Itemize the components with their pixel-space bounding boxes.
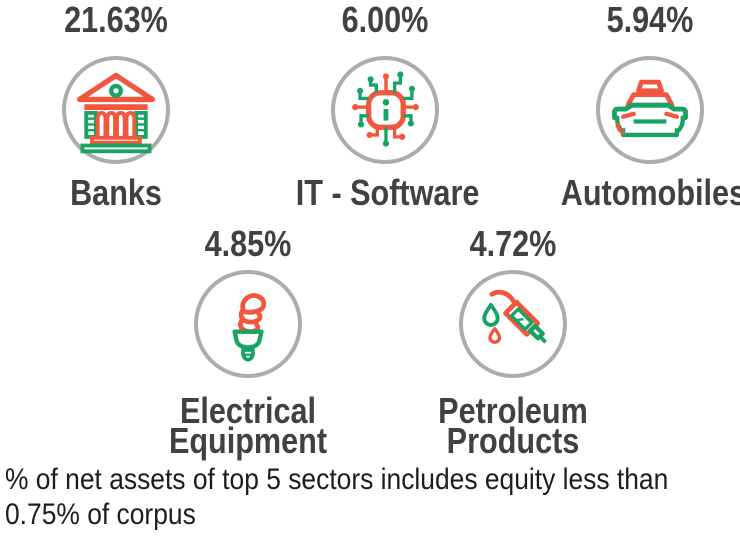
sector-banks: 21.63% Banks [11, 0, 221, 213]
it-software-percentage: 6.00% [341, 0, 429, 40]
sector-petroleum-products: 4.72% Petroleum Products [408, 223, 618, 461]
electrical-equipment-percentage: 4.85% [204, 223, 292, 264]
banks-icon-circle [62, 56, 170, 164]
car-icon [612, 79, 688, 138]
banks-percentage: 21.63% [64, 0, 168, 40]
sector-automobiles: 5.94% Automobiles [545, 0, 740, 213]
petroleum-products-percentage: 4.72% [469, 223, 557, 264]
fuel-nozzle-icon [482, 289, 547, 344]
it-software-label: IT - Software [295, 172, 480, 213]
sector-electrical-equipment: 4.85% Electrical Equipment [143, 223, 353, 461]
petroleum-products-icon-circle [459, 270, 567, 378]
automobiles-label: Automobiles [560, 172, 740, 213]
electrical-equipment-label: Electrical Equipment [168, 390, 328, 461]
it-software-icon-circle [331, 56, 439, 164]
cfl-bulb-icon [232, 293, 267, 362]
footnote-line-2: 0.75% of corpus [5, 498, 196, 531]
electrical-equipment-icon-circle [194, 270, 302, 378]
circuit-chip-icon [352, 71, 419, 147]
banks-label: Banks [70, 172, 162, 213]
footnote-line-1: % of net assets of top 5 sectors include… [5, 463, 669, 496]
bank-icon [76, 72, 156, 154]
footnote: % of net assets of top 5 sectors include… [5, 462, 668, 532]
petroleum-products-label: Petroleum Products [438, 390, 588, 461]
sector-it-software: 6.00% IT - Software [280, 0, 490, 213]
automobiles-percentage: 5.94% [606, 0, 694, 40]
automobiles-icon-circle [596, 56, 704, 164]
